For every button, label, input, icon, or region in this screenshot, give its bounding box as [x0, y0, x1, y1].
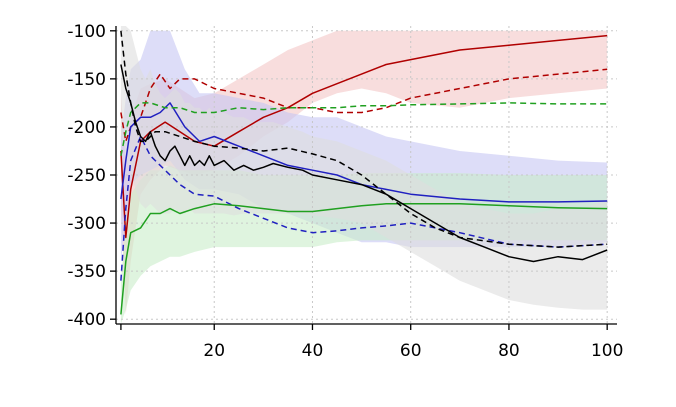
x-tick-label: 40 — [302, 341, 324, 361]
y-tick-label: -400 — [67, 310, 106, 330]
y-tick-label: -150 — [67, 70, 106, 90]
x-tick-label: 80 — [498, 341, 520, 361]
series-line-7 — [120, 30, 608, 248]
axes — [110, 26, 617, 330]
series-line-0 — [120, 34, 608, 239]
series-line-6 — [120, 64, 608, 263]
y-tick-label: -350 — [67, 262, 106, 282]
x-tick-label: 100 — [591, 341, 623, 361]
y-tick-label: -200 — [67, 118, 106, 138]
series-lines — [120, 30, 608, 315]
series-line-4 — [120, 203, 608, 315]
series-band-6 — [120, 26, 608, 310]
grid-lines — [116, 26, 617, 324]
confidence-bands — [120, 26, 608, 324]
y-tick-label: -300 — [67, 214, 106, 234]
y-tick-label: -250 — [67, 166, 106, 186]
series-line-5 — [120, 102, 608, 156]
series-line-3 — [120, 135, 608, 281]
x-tick-label: 20 — [203, 341, 225, 361]
tick-labels: -100 -150 -200 -250 -300 -350 -400 20 40 60 80 100 — [67, 22, 623, 361]
x-tick-label: 60 — [400, 341, 422, 361]
series-line-2 — [120, 102, 608, 203]
y-tick-label: -100 — [67, 22, 106, 42]
